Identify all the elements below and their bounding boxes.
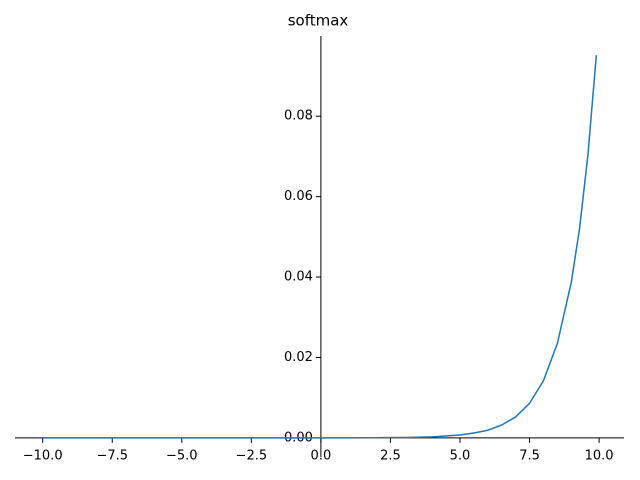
x-tick-label: −10.0 [23, 448, 63, 463]
x-tick-label: 10.0 [585, 448, 614, 463]
y-tick-label: 0.08 [284, 109, 313, 124]
x-tick-label: 7.5 [519, 448, 540, 463]
line-series [42, 55, 598, 439]
x-tick-label: −7.5 [96, 448, 128, 463]
x-tick-label: 2.5 [380, 448, 401, 463]
x-tick-label: −5.0 [166, 448, 198, 463]
x-tick-label: 5.0 [450, 448, 471, 463]
x-tick-label: −2.5 [236, 448, 268, 463]
y-tick-label: 0.02 [284, 350, 313, 365]
y-tick-label: 0.04 [284, 270, 313, 285]
chart-title: softmax [288, 12, 349, 30]
y-tick-label: 0.06 [284, 189, 313, 204]
x-tick-label: 0.0 [311, 448, 332, 463]
